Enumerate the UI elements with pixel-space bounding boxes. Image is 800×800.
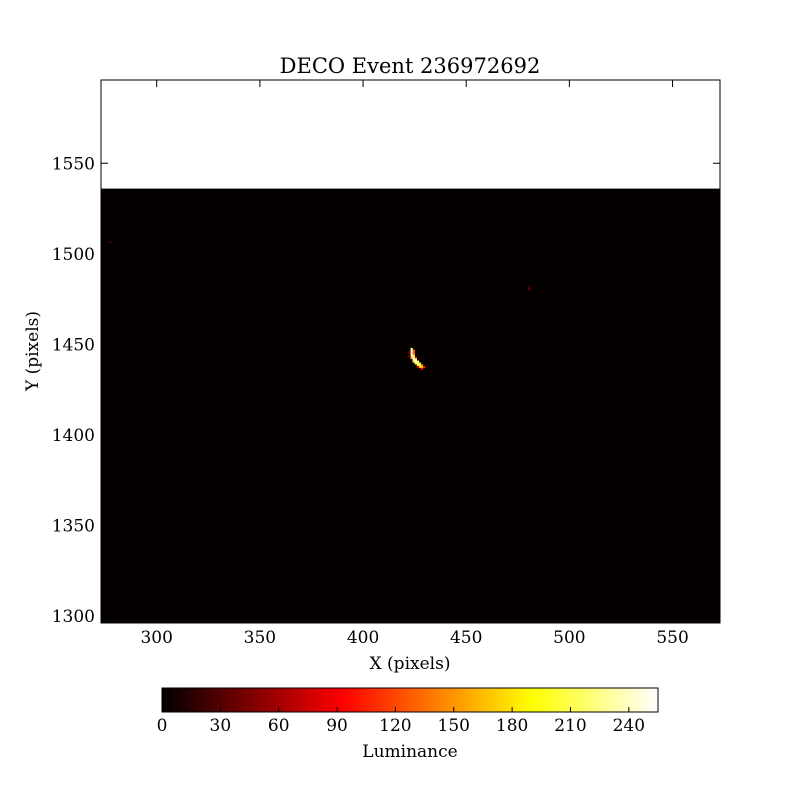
heatmap-cell <box>414 356 417 360</box>
y-tick-label: 1350 <box>52 516 95 536</box>
x-tick-label: 400 <box>347 628 379 648</box>
colorbar-tick-label: 0 <box>157 716 168 736</box>
heatmap-cell <box>412 358 415 361</box>
heatmap-cell <box>408 351 411 354</box>
colorbar-tick-label: 180 <box>496 716 528 736</box>
heatmap-cell <box>412 356 415 360</box>
heatmap-cell <box>412 360 415 363</box>
colorbar-label: Luminance <box>362 742 457 762</box>
heatmap-cell <box>528 286 531 289</box>
x-tick-label: 300 <box>140 628 172 648</box>
colorbar-tick-label: 60 <box>268 716 290 736</box>
heatmap-cell <box>420 365 424 369</box>
heatmap-cell <box>410 356 413 360</box>
chart-title: DECO Event 236972692 <box>280 54 541 78</box>
y-axis-ticks: 1300 1350 1400 1450 1500 1550 <box>52 154 720 627</box>
heatmap-cell <box>416 364 420 367</box>
heatmap-cell <box>416 365 420 369</box>
colorbar-tick-label: 90 <box>326 716 348 736</box>
heatmap-cell <box>412 351 415 354</box>
colorbar-tick-label: 120 <box>379 716 411 736</box>
heatmap-cell <box>416 362 420 365</box>
x-tick-label: 550 <box>656 628 688 648</box>
heatmap-cell <box>412 355 415 358</box>
heatmap-cell <box>414 360 417 363</box>
x-axis-label: X (pixels) <box>370 654 451 674</box>
colorbar-tick-label: 240 <box>613 716 645 736</box>
heatmap-cell <box>408 355 411 358</box>
heatmap-cell <box>410 349 413 352</box>
heatmap-cell <box>109 241 112 244</box>
heatmap-cell <box>418 364 422 367</box>
heatmap-cell <box>420 364 424 367</box>
colorbar-tick-label: 30 <box>210 716 232 736</box>
heatmap-cell <box>410 351 413 354</box>
colorbar-ticks: 0 30 60 90 120 150 180 210 240 <box>157 707 645 736</box>
plot-frame <box>100 79 721 624</box>
heatmap-cell <box>420 367 424 370</box>
y-tick-label: 1300 <box>52 607 95 627</box>
colorbar-tick-label: 210 <box>554 716 586 736</box>
colorbar-gradient <box>162 688 658 712</box>
heatmap-cell <box>412 349 415 352</box>
x-tick-label: 450 <box>450 628 482 648</box>
y-axis-label: Y (pixels) <box>23 311 43 392</box>
heatmap-background <box>101 188 720 623</box>
y-tick-label: 1400 <box>52 426 95 446</box>
y-tick-label: 1500 <box>52 245 95 265</box>
heatmap-image <box>101 188 720 623</box>
heatmap-cell <box>410 355 413 358</box>
heatmap-cell <box>412 353 415 356</box>
x-tick-label: 350 <box>244 628 276 648</box>
heatmap-cell <box>418 362 422 365</box>
heatmap-cell <box>414 358 417 361</box>
x-tick-label: 500 <box>553 628 585 648</box>
heatmap-cell <box>414 362 417 365</box>
y-tick-label: 1550 <box>52 154 95 174</box>
colorbar-frame <box>161 687 659 713</box>
heatmap-cell <box>422 365 426 369</box>
y-tick-label: 1450 <box>52 335 95 355</box>
heatmap-cell <box>416 360 420 363</box>
heatmap-cell <box>418 365 422 369</box>
heatmap-cell <box>528 288 531 291</box>
colorbar-tick-label: 150 <box>438 716 470 736</box>
heatmap-cell <box>410 353 413 356</box>
x-axis-ticks: 300 350 400 450 500 550 <box>140 80 689 648</box>
heatmap-cell <box>410 347 413 350</box>
